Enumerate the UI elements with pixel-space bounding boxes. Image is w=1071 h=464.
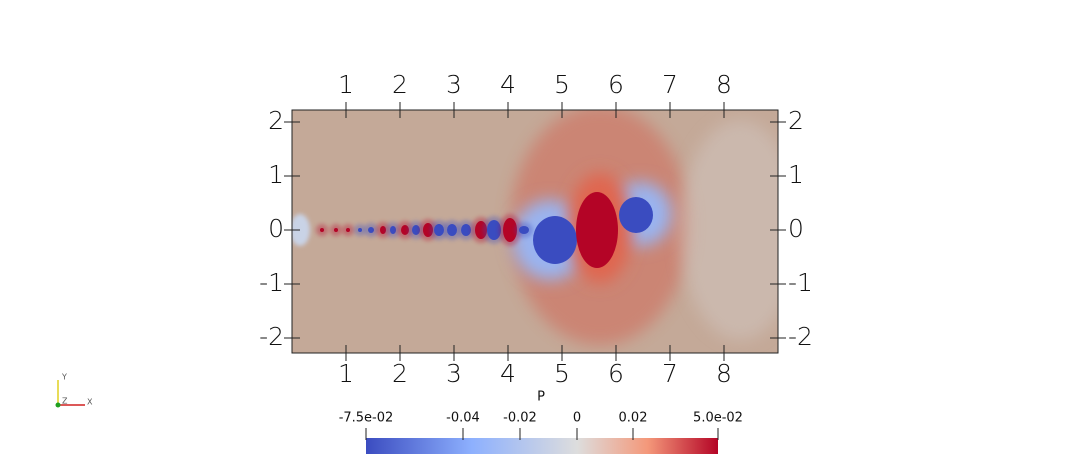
x-tick-label-top: 6 [608,70,624,99]
colorbar-label: 0.02 [619,411,648,426]
vortex [358,228,362,232]
y-tick-label-left: 2 [268,106,284,135]
colorbar-label: 5.0e-02 [693,411,743,426]
vortex [533,216,577,264]
pressure-field [292,110,778,353]
x-tick-label-top: 2 [392,70,408,99]
vortex [334,228,338,232]
vortex [320,228,324,232]
vortex [461,224,471,236]
vortex [380,226,386,234]
vortex [346,228,350,232]
colorbar-label: -7.5e-02 [339,411,394,426]
y-tick-label-left: -1 [259,268,284,297]
x-tick-label-bottom: 4 [500,359,516,388]
axis-x-label: X [87,398,93,407]
x-tick-label-top: 1 [338,70,354,99]
x-tick-label-bottom: 5 [554,359,570,388]
vortex [487,220,501,240]
colorbar-label: -0.02 [503,411,537,426]
vortex [412,225,420,235]
vortex [619,197,653,233]
colorbar-label: 0 [573,411,581,426]
vortex [423,223,433,237]
x-tick-label-bottom: 6 [608,359,624,388]
x-tick-label-bottom: 2 [392,359,408,388]
vortex [576,192,618,268]
x-tick-label-top: 8 [716,70,732,99]
y-tick-label-right: 0 [788,214,804,243]
axis-y-label: Y [61,373,67,382]
y-tick-label-left: -2 [259,322,284,351]
y-tick-label-left: 1 [268,160,284,189]
x-tick-label-bottom: 7 [662,359,678,388]
y-tick-label-right: 1 [788,160,804,189]
x-tick-label-top: 3 [446,70,462,99]
colorbar-title: P [537,390,545,405]
color-bar [366,438,718,454]
axis-z-label: Z [62,397,68,406]
vortex [368,227,374,233]
vortex [447,224,457,236]
y-tick-label-right: -1 [788,268,813,297]
colorbar-label: -0.04 [446,411,480,426]
x-tick-label-bottom: 1 [338,359,354,388]
x-tick-label-top: 7 [662,70,678,99]
orientation-axes: Y X Z [55,373,93,408]
x-tick-label-top: 5 [554,70,570,99]
y-tick-label-left: 0 [268,214,284,243]
vortex [434,224,444,236]
vortex [519,226,529,234]
y-tick-label-right: -2 [788,322,813,351]
x-tick-label-top: 4 [500,70,516,99]
vortex [390,226,396,234]
x-tick-label-bottom: 8 [716,359,732,388]
x-tick-label-bottom: 3 [446,359,462,388]
y-tick-label-right: 2 [788,106,804,135]
vortex [401,225,409,235]
vortex [503,218,517,242]
